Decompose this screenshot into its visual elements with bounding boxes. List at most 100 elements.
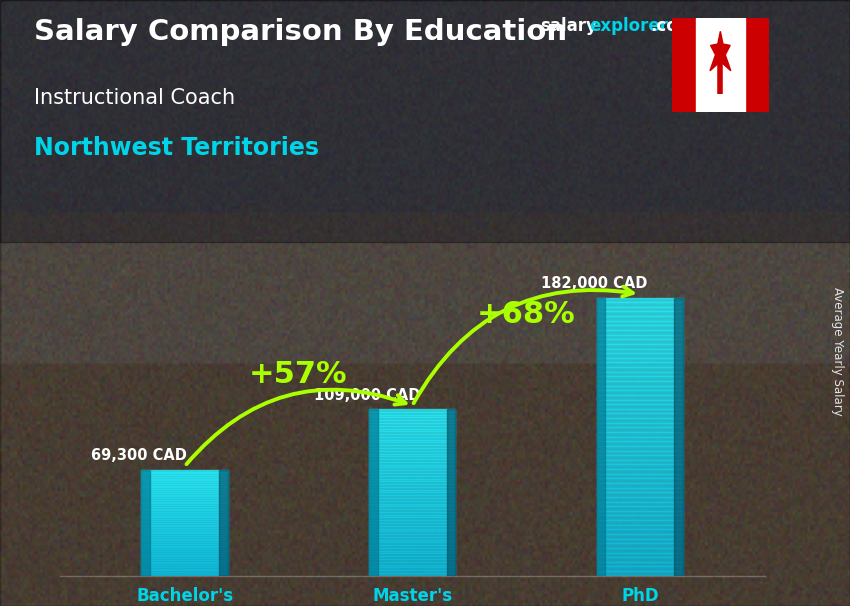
Bar [369, 548, 456, 551]
Polygon shape [710, 32, 731, 71]
Bar [674, 298, 683, 576]
Bar [369, 565, 456, 567]
Bar [369, 451, 456, 453]
Bar [597, 311, 683, 316]
Bar [597, 441, 683, 446]
Bar [597, 321, 683, 325]
Bar [141, 470, 228, 471]
Bar [597, 469, 683, 474]
Bar [369, 448, 456, 451]
Bar [369, 412, 456, 415]
Bar [597, 404, 683, 409]
Bar [597, 553, 683, 557]
Bar [141, 516, 228, 518]
Bar [597, 530, 683, 534]
Text: .com: .com [650, 17, 695, 35]
Bar [369, 418, 456, 420]
Bar [369, 481, 456, 484]
Bar [597, 567, 683, 571]
Bar [141, 489, 228, 491]
Bar [597, 348, 683, 353]
Bar [141, 565, 228, 567]
Bar [141, 567, 228, 568]
Bar [597, 446, 683, 450]
Bar [141, 535, 228, 537]
Bar [141, 491, 228, 493]
Bar [597, 520, 683, 525]
Bar [369, 556, 456, 559]
Bar [369, 509, 456, 512]
Bar [597, 548, 683, 553]
Text: Salary Comparison By Education: Salary Comparison By Education [34, 18, 567, 46]
Bar [369, 518, 456, 520]
Bar [597, 432, 683, 437]
Bar [369, 484, 456, 487]
Bar [141, 473, 228, 475]
Bar [369, 559, 456, 562]
Bar [369, 470, 456, 473]
Bar [369, 493, 456, 495]
Bar [141, 514, 228, 516]
Bar [369, 459, 456, 462]
Bar [597, 506, 683, 511]
Bar [597, 511, 683, 516]
Bar [141, 510, 228, 512]
Bar [597, 557, 683, 562]
Bar [597, 460, 683, 464]
Bar [597, 423, 683, 427]
Bar [141, 494, 228, 496]
Bar [141, 547, 228, 549]
Bar [141, 484, 228, 485]
Bar [141, 537, 228, 539]
Text: +68%: +68% [477, 300, 575, 328]
Bar [597, 478, 683, 483]
Bar [369, 415, 456, 418]
Bar [597, 395, 683, 399]
Bar [369, 473, 456, 476]
Bar [597, 339, 683, 344]
Bar [597, 539, 683, 543]
Bar [369, 534, 456, 537]
Bar [369, 437, 456, 440]
Bar [141, 477, 228, 479]
Bar [369, 409, 377, 576]
Bar [369, 409, 456, 412]
Bar [141, 498, 228, 500]
Text: salary: salary [540, 17, 597, 35]
Bar [141, 496, 228, 498]
Bar [141, 485, 228, 487]
Bar [369, 531, 456, 534]
Bar [369, 573, 456, 576]
Bar [597, 464, 683, 469]
Bar [141, 479, 228, 481]
Text: 69,300 CAD: 69,300 CAD [91, 448, 187, 464]
Bar [597, 307, 683, 311]
Bar [369, 523, 456, 526]
Bar [141, 545, 228, 547]
Bar [141, 553, 228, 554]
Bar [597, 497, 683, 502]
Bar [369, 567, 456, 570]
Bar [597, 330, 683, 335]
Bar [597, 543, 683, 548]
Bar [369, 553, 456, 556]
Bar [597, 450, 683, 455]
Bar [369, 445, 456, 448]
Bar [369, 428, 456, 431]
Bar [369, 501, 456, 504]
Bar [369, 526, 456, 528]
Bar [597, 534, 683, 539]
Bar [597, 492, 683, 497]
Bar [141, 523, 228, 525]
Bar [369, 520, 456, 523]
Bar [141, 562, 228, 564]
Bar [141, 481, 228, 482]
Bar [597, 362, 683, 367]
Text: 109,000 CAD: 109,000 CAD [314, 388, 420, 403]
Bar [597, 399, 683, 404]
Bar [369, 512, 456, 514]
Bar [369, 431, 456, 434]
Bar [141, 482, 228, 484]
Bar [597, 427, 683, 432]
Bar [597, 437, 683, 441]
